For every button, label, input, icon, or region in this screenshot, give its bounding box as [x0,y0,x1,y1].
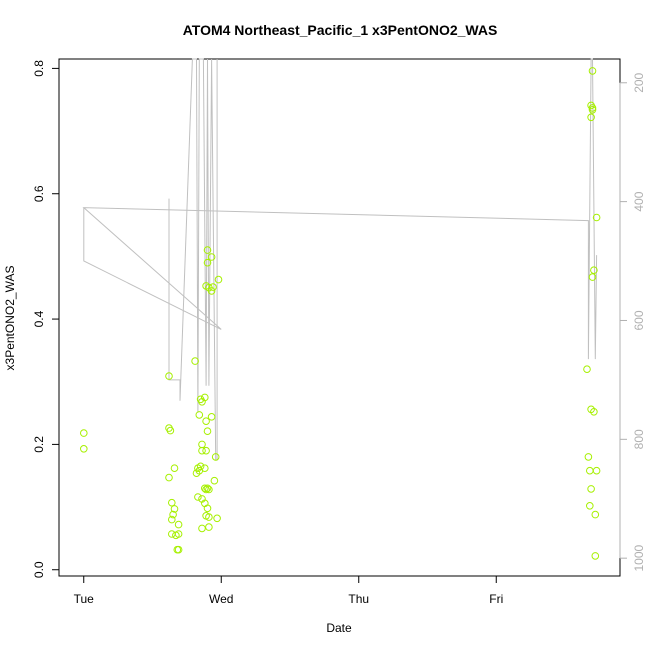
data-point-9 [169,510,177,519]
data-point-35 [201,484,209,493]
data-point-62 [590,266,598,275]
data-point-23 [207,413,216,421]
x-tick-label-2: Thu [348,592,369,606]
data-point-14 [174,530,183,538]
data-point-10 [168,515,176,524]
y-tick-label-3: 0.6 [32,185,46,202]
data-point-2 [165,372,173,380]
data-point-68 [586,466,594,475]
right-tick-label-2: 600 [632,310,646,330]
data-point-39 [194,493,202,501]
data-point-21 [195,411,204,419]
data-point-36 [202,485,210,494]
x-axis-label: Date [326,621,352,635]
data-point-56 [588,67,597,75]
data-point-16 [174,545,183,554]
data-point-72 [591,510,600,519]
data-point-70 [587,485,595,493]
data-point-48 [203,246,212,254]
y-tick-label-4: 0.8 [32,60,46,77]
data-point-0 [80,429,88,437]
data-point-46 [198,524,206,533]
data-point-61 [592,213,601,222]
data-point-38 [205,485,213,494]
x-tick-label-1: Wed [209,592,233,606]
data-point-71 [586,502,594,510]
data-point-58 [588,104,597,112]
profile-line [82,58,598,360]
right-tick-label-1: 400 [632,191,646,211]
x-tick-label-0: Tue [74,592,95,606]
data-point-26 [198,446,206,455]
data-point-17 [191,357,199,365]
data-point-51 [214,275,223,284]
data-point-55 [207,287,216,295]
data-point-6 [170,464,179,473]
right-tick-label-0: 200 [632,72,646,92]
data-point-4 [166,426,175,435]
data-point-12 [168,530,176,538]
data-point-22 [202,417,210,426]
data-point-54 [209,283,217,291]
data-point-73 [591,552,600,560]
data-point-20 [201,393,209,402]
data-points [80,67,601,560]
data-point-44 [205,513,213,521]
data-point-66 [590,408,598,416]
data-point-33 [195,466,204,475]
chart-title: ATOM4 Northeast_Pacific_1 x3PentONO2_WAS [183,22,498,38]
data-point-28 [211,453,220,461]
x-axis: Tue Wed Thu Fri [74,575,503,606]
data-point-11 [174,520,183,529]
data-point-5 [165,473,173,482]
right-tick-label-4: 1000 [632,545,646,572]
data-point-37 [203,484,212,493]
data-point-7 [168,498,176,507]
data-point-64 [583,365,591,374]
y-axis: 0.0 0.2 0.4 0.6 0.8 [32,60,60,578]
y-tick-label-0: 0.0 [32,561,46,578]
data-point-25 [198,440,206,449]
data-point-45 [213,514,221,523]
y-axis-label: x3PentONO2_WAS [3,266,17,371]
data-point-34 [210,476,219,485]
y-tick-label-1: 0.2 [32,436,46,453]
data-point-63 [588,273,597,281]
data-point-50 [203,258,212,267]
data-point-42 [203,504,212,513]
right-axis: 200 400 600 800 1000 [619,72,646,572]
data-point-30 [196,462,205,471]
data-point-27 [202,446,210,455]
right-tick-label-3: 800 [632,429,646,449]
data-point-69 [592,466,601,475]
plot-area [58,58,621,577]
data-point-60 [587,113,595,122]
data-point-67 [584,453,593,461]
profile-lines [82,58,598,461]
data-point-59 [588,106,597,114]
data-point-8 [170,505,179,513]
data-point-24 [203,427,212,436]
data-point-1 [80,445,88,453]
x-tick-label-3: Fri [489,592,503,606]
y-tick-label-2: 0.4 [32,310,46,327]
data-point-47 [205,523,213,531]
data-point-49 [207,253,216,261]
